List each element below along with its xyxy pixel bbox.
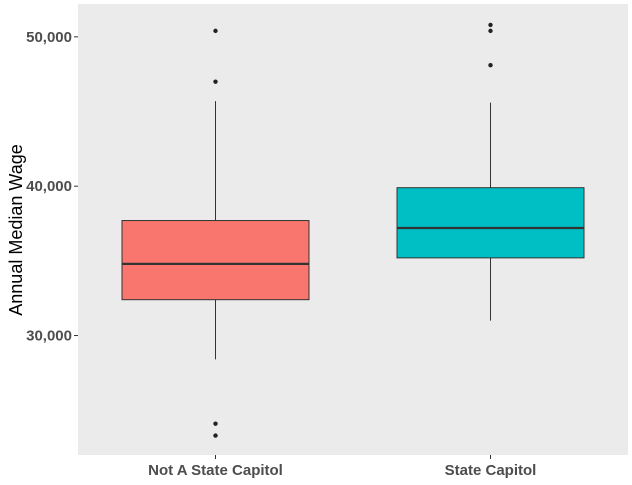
y-tick-label: 40,000: [26, 178, 72, 195]
x-tick-label: Not A State Capitol: [148, 462, 283, 479]
y-tick-label: 50,000: [26, 29, 72, 46]
outlier-point: [213, 433, 218, 438]
x-tick-label: State Capitol: [445, 462, 537, 479]
y-axis: 30,000 40,000 50,000: [26, 29, 78, 345]
iqr-box: [396, 187, 585, 259]
boxes-layer: [121, 22, 585, 438]
y-axis-title: Annual Median Wage: [6, 144, 26, 315]
outlier-point: [213, 79, 218, 84]
outlier-point: [213, 421, 218, 426]
outlier-point: [488, 63, 493, 68]
x-axis: Not A State Capitol State Capitol: [148, 455, 536, 479]
iqr-box: [121, 220, 310, 301]
box-group: [396, 22, 585, 321]
box-group: [121, 28, 310, 438]
outlier-point: [488, 22, 493, 28]
outlier-point: [488, 28, 493, 34]
outlier-point: [213, 28, 218, 34]
y-tick-label: 30,000: [26, 328, 72, 345]
